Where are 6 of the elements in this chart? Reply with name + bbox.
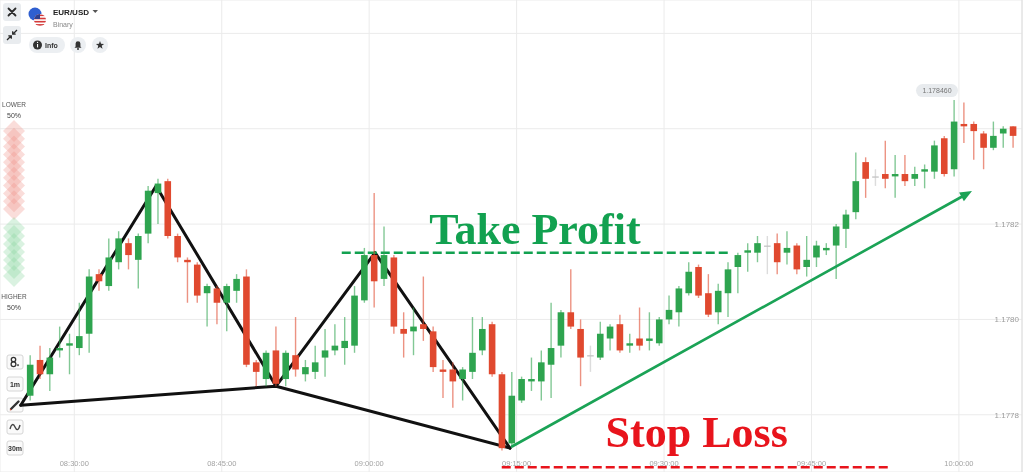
y-tick-label: 1.1778 [994, 410, 1020, 420]
y-tick-label: 1.1782 [994, 219, 1020, 229]
series-label: Take Profit [429, 204, 641, 254]
series-label: Stop Loss [605, 408, 788, 458]
text: EUR/USD [53, 8, 90, 17]
y-tick-label: 1.1780 [994, 315, 1020, 325]
